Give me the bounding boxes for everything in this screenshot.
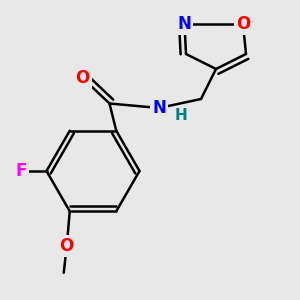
Text: N: N (152, 99, 166, 117)
Text: N: N (178, 15, 191, 33)
Text: F: F (15, 162, 27, 180)
Text: O: O (75, 69, 90, 87)
Text: O: O (236, 15, 250, 33)
Text: H: H (175, 108, 188, 123)
Text: O: O (60, 237, 74, 255)
